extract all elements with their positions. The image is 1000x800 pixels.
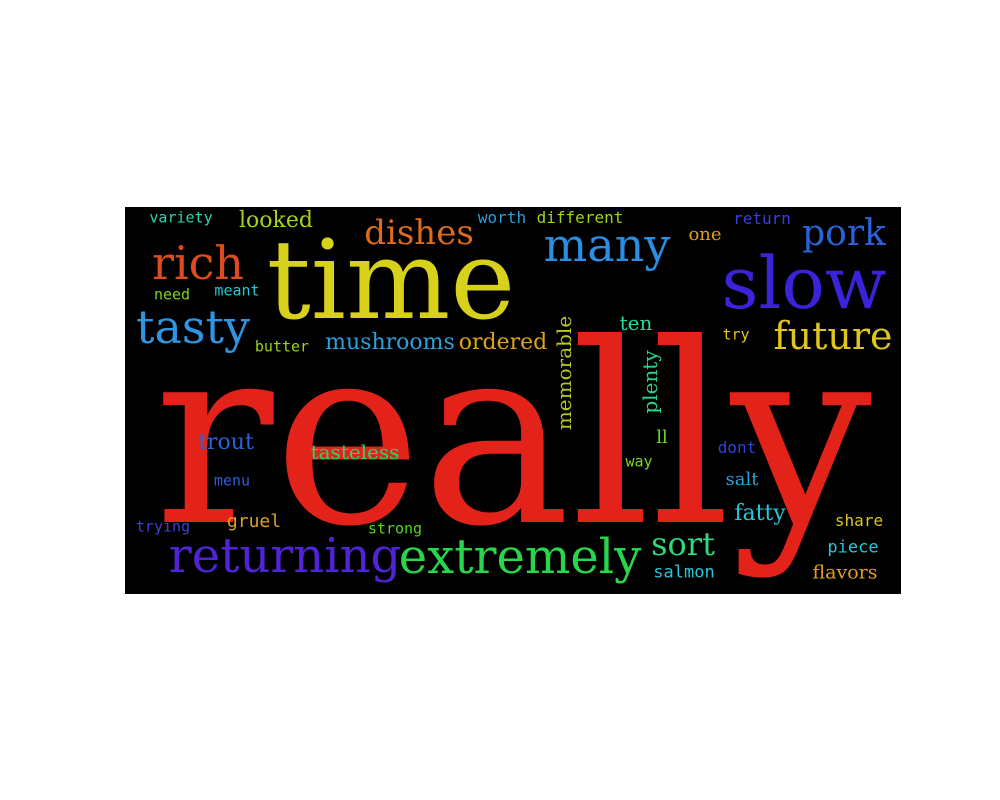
word-tasteless: tasteless [310,440,400,464]
word-pork: pork [802,213,886,254]
word-trying: trying [135,517,191,536]
word-salmon: salmon [653,562,715,583]
word-really: really [154,290,872,581]
word-returning: returning [168,528,402,584]
word-trout: trout [198,430,254,455]
word-return: return [733,209,791,228]
word-tasty: tasty [136,300,250,354]
word-extremely: extremely [398,529,642,585]
word-cloud: really time slow returning extremely man… [125,207,901,594]
word-strong: strong [367,519,423,538]
word-rich: rich [151,236,245,290]
word-plenty: plenty [638,350,662,414]
word-worth: worth [477,208,527,227]
word-butter: butter [254,337,310,356]
word-looked: looked [239,208,313,233]
word-future: future [773,314,893,358]
word-way: way [625,452,653,471]
word-salt: salt [725,469,759,490]
word-different: different [536,208,624,227]
word-ll: ll [656,427,668,448]
word-many: many [543,218,671,272]
word-fatty: fatty [734,501,786,526]
word-share: share [834,511,884,530]
word-time: time [266,216,516,344]
word-menu: menu [213,471,251,490]
word-ordered: ordered [458,330,548,355]
word-gruel: gruel [226,511,282,532]
word-dishes: dishes [364,213,474,253]
word-slow: slow [721,241,887,325]
word-need: need [153,285,191,304]
word-mushrooms: mushrooms [325,330,455,355]
word-piece: piece [827,537,879,558]
word-try: try [722,325,750,344]
word-memorable: memorable [552,315,576,431]
word-flavors: flavors [812,561,878,584]
word-one: one [688,224,722,245]
word-dont: dont [717,438,757,457]
word-meant: meant [214,281,260,300]
word-ten: ten [619,311,653,335]
word-sort: sort [651,525,715,563]
word-variety: variety [149,208,213,227]
